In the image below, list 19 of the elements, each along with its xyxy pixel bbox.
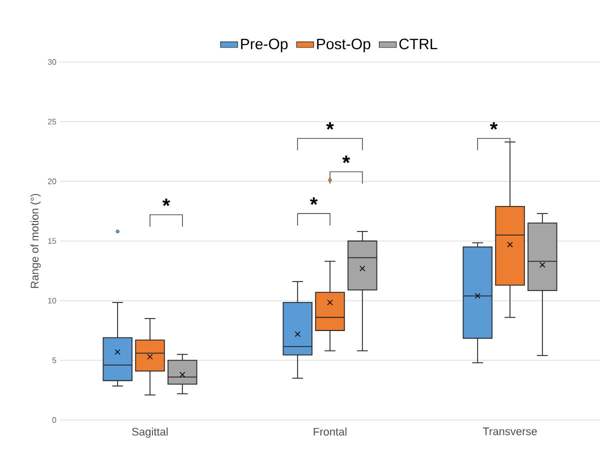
y-axis-title: Range of motion (°) xyxy=(30,194,41,288)
annotation: * xyxy=(342,156,350,164)
y-tick-label: 5 xyxy=(52,358,56,364)
x-tick-label: Sagittal xyxy=(132,428,168,438)
annotation: * xyxy=(490,122,498,130)
y-tick-label: 20 xyxy=(48,178,56,184)
legend-label: Pre-Op xyxy=(241,38,288,52)
legend-label: CTRL xyxy=(399,38,438,50)
y-tick-label: 25 xyxy=(48,118,56,124)
annotation: * xyxy=(326,122,334,130)
legend-label: Post-Op xyxy=(317,38,370,52)
y-tick-label: 15 xyxy=(48,238,56,244)
y-tick-label: 30 xyxy=(48,59,56,65)
x-tick-label: Transverse xyxy=(482,428,537,436)
annotation: * xyxy=(310,197,318,205)
y-tick-label: 0 xyxy=(52,417,56,423)
annotation: * xyxy=(162,198,170,206)
y-tick-label: 10 xyxy=(48,298,56,304)
x-tick-label: Frontal xyxy=(314,428,346,436)
